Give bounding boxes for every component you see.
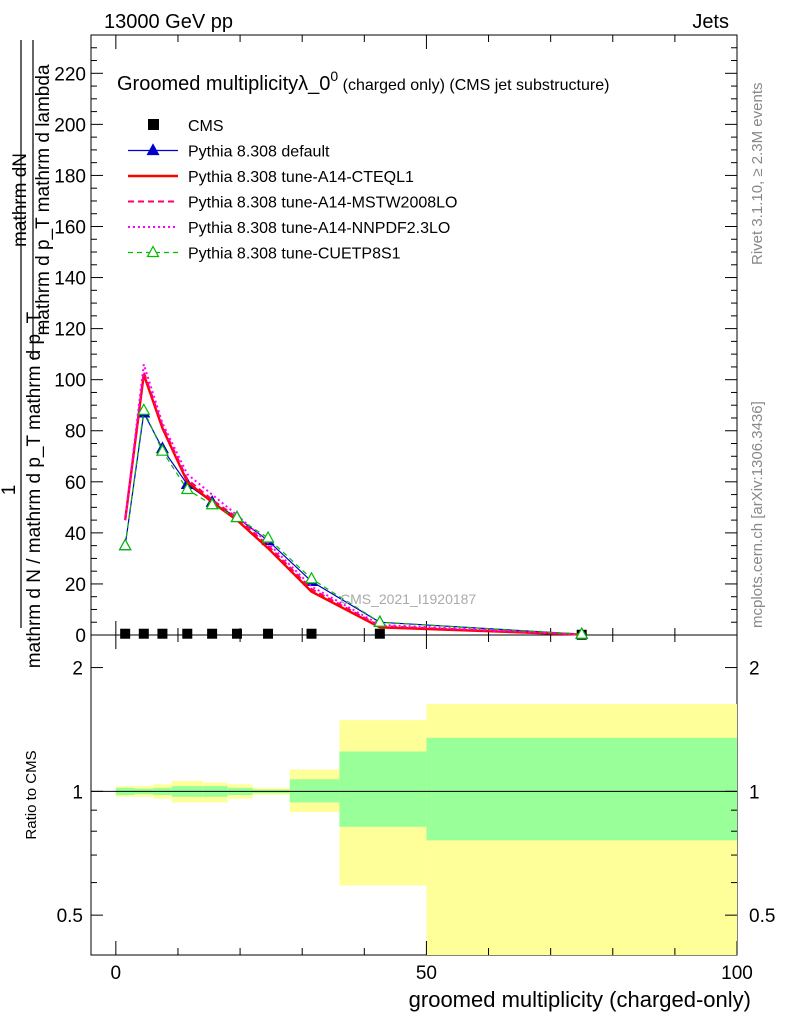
legend: CMS Pythia 8.308 default Pythia 8.308 tune… [128, 118, 457, 263]
y-tick-label: 160 [54, 217, 86, 238]
series-marker-cuetp8s1 [575, 626, 589, 639]
header-process: Jets [692, 11, 729, 33]
cms-data-point [231, 628, 242, 639]
y-tick-label: 20 [65, 575, 86, 596]
plot-title-sup: 0 [330, 68, 338, 84]
series-marker-cuetp8s1 [304, 571, 319, 584]
rivet-label: Rivet 3.1.10, ≥ 2.3M events [749, 83, 766, 266]
y-tick-label: 220 [54, 64, 86, 85]
ratio-band-green [339, 751, 427, 827]
series-line-cuetp8s1 [124, 408, 582, 635]
legend-label-mstw: Pythia 8.308 tune-A14-MSTW2008LO [188, 195, 457, 212]
x-tick-label: 50 [416, 963, 437, 984]
legend-label-default: Pythia 8.308 default [188, 144, 330, 161]
y-tick-label: 120 [54, 320, 86, 341]
cms-data-point [263, 628, 274, 639]
ratio-y-label: Ratio to CMS [23, 750, 40, 839]
series-line-mstw [124, 371, 582, 636]
header-energy: 13000 GeV pp [104, 11, 233, 33]
y-tick-label: 200 [54, 115, 86, 136]
y-label-one: 1 [0, 485, 20, 496]
legend-marker-cms [148, 119, 159, 130]
series-marker-cuetp8s1 [373, 614, 387, 627]
cms-data-point [207, 628, 218, 639]
plot-title: Groomed multiplicityλ_00 (charged only) … [117, 68, 609, 95]
series-marker-cuetp8s1 [205, 497, 219, 510]
x-axis: 0 50 100 [111, 35, 753, 984]
ratio-y-axis: 0.5 0.5 1 1 2 2 [57, 659, 776, 928]
legend-label-nnpdf: Pythia 8.308 tune-A14-NNPDF2.3LO [188, 220, 450, 237]
ratio-y-tick-label: 1 [72, 782, 83, 803]
legend-marker-default [146, 143, 160, 156]
y-label-denominator: mathrm d p_T mathrm d lambda [33, 64, 54, 335]
x-tick-label: 0 [111, 963, 122, 984]
y-tick-label: 80 [65, 422, 86, 443]
series-marker-cuetp8s1 [137, 403, 151, 415]
x-tick-label: 100 [721, 963, 753, 984]
series-marker-cuetp8s1 [155, 443, 169, 456]
series-layer [118, 364, 589, 640]
y-label-outer-denominator: mathrm d N / mathrm d p_T mathrm d p_T [24, 311, 45, 668]
main-y-axis: 0 20 40 60 80 100 120 140 160 180 200 220 [54, 47, 737, 647]
plot-title-tail: (charged only) (CMS jet substructure) [338, 77, 609, 94]
cms-data-point [120, 628, 131, 639]
series-marker-cuetp8s1 [180, 482, 194, 495]
ratio-band-green [426, 737, 737, 841]
series-marker-cuetp8s1 [261, 530, 275, 543]
y-tick-label: 40 [65, 524, 86, 545]
y-tick-label: 140 [54, 269, 86, 290]
y-tick-label: 0 [75, 626, 86, 647]
legend-label-cms: CMS [188, 118, 224, 135]
cms-data-point [157, 628, 168, 639]
ratio-y-tick-label-right: 0.5 [749, 906, 775, 927]
mcplots-label: mcplots.cern.ch [arXiv:1306.3436] [749, 401, 766, 628]
plot-title-main: Groomed multiplicityλ_0 [117, 73, 330, 95]
y-tick-label: 180 [54, 166, 86, 187]
cms-data-point [306, 628, 317, 639]
legend-label-cteql1: Pythia 8.308 tune-A14-CTEQL1 [188, 169, 414, 186]
x-axis-label: groomed multiplicity (charged-only) [409, 987, 751, 1012]
ratio-y-tick-label-right: 1 [749, 782, 760, 803]
ratio-band-green [289, 779, 340, 803]
legend-label-cuetp8s1: Pythia 8.308 tune-CUETP8S1 [188, 246, 401, 263]
series-marker-cuetp8s1 [230, 510, 244, 523]
cms-data-point [182, 628, 193, 639]
y-tick-label: 60 [65, 473, 86, 494]
ratio-bands [115, 704, 737, 955]
cms-data-point [138, 628, 149, 639]
analysis-watermark: CMS_2021_I1920187 [340, 591, 476, 607]
ratio-y-tick-label: 2 [72, 659, 83, 680]
ratio-y-tick-label-right: 2 [749, 659, 760, 680]
ratio-y-tick-label: 0.5 [57, 906, 83, 927]
legend-marker-cuetp8s1 [146, 245, 160, 258]
y-tick-label: 100 [54, 371, 86, 392]
cms-data-point [374, 628, 385, 639]
series-marker-cuetp8s1 [118, 538, 132, 551]
